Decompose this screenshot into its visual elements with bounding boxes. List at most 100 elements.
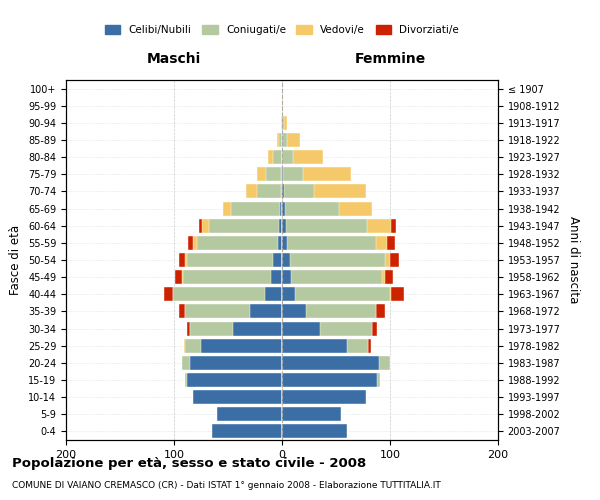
Bar <box>282 218 391 232</box>
Bar <box>265 288 282 302</box>
Bar <box>282 270 290 284</box>
Bar <box>282 184 366 198</box>
Bar <box>282 390 366 404</box>
Bar <box>282 218 286 232</box>
Bar <box>282 236 376 250</box>
Bar <box>199 218 282 232</box>
Bar <box>282 116 287 130</box>
Bar <box>217 408 282 422</box>
Bar <box>193 390 282 404</box>
Bar <box>185 373 282 387</box>
Bar <box>282 304 385 318</box>
Bar <box>282 304 376 318</box>
Bar <box>282 356 379 370</box>
Bar <box>282 150 323 164</box>
Bar <box>282 288 390 302</box>
Bar <box>277 133 282 147</box>
Bar <box>282 253 290 267</box>
Bar <box>193 390 282 404</box>
Bar <box>282 424 347 438</box>
Bar <box>190 322 282 336</box>
Bar <box>182 270 282 284</box>
Bar <box>281 184 282 198</box>
Bar <box>175 270 282 284</box>
Bar <box>282 373 377 387</box>
Bar <box>185 304 282 318</box>
Bar <box>282 270 382 284</box>
Bar <box>179 253 282 267</box>
Bar <box>282 253 398 267</box>
Bar <box>279 133 282 147</box>
Bar <box>182 356 282 370</box>
Bar <box>231 202 282 215</box>
Bar <box>282 288 295 302</box>
Bar <box>282 338 347 352</box>
Bar <box>282 218 367 232</box>
Bar <box>185 338 282 352</box>
Bar <box>184 338 282 352</box>
Bar <box>282 390 366 404</box>
Bar <box>193 236 282 250</box>
Bar <box>282 424 347 438</box>
Bar <box>282 98 283 112</box>
Bar <box>282 408 341 422</box>
Bar <box>282 184 366 198</box>
Bar <box>282 408 341 422</box>
Bar <box>277 133 282 147</box>
Y-axis label: Fasce di età: Fasce di età <box>10 225 22 295</box>
Bar <box>282 202 339 215</box>
Bar <box>282 322 377 336</box>
Bar <box>190 356 282 370</box>
Bar <box>282 184 314 198</box>
Bar <box>274 253 282 267</box>
Bar <box>187 322 282 336</box>
Bar <box>282 338 371 352</box>
Bar <box>212 424 282 438</box>
Bar <box>257 168 282 181</box>
Bar <box>282 150 293 164</box>
Bar <box>282 236 387 250</box>
Bar <box>197 236 282 250</box>
Bar <box>247 184 282 198</box>
Bar <box>282 338 368 352</box>
Text: Maschi: Maschi <box>147 52 201 66</box>
Legend: Celibi/Nubili, Coniugati/e, Vedovi/e, Divorziati/e: Celibi/Nubili, Coniugati/e, Vedovi/e, Di… <box>101 20 463 39</box>
Bar <box>209 218 282 232</box>
Bar <box>185 304 282 318</box>
Bar <box>282 236 287 250</box>
Bar <box>282 133 301 147</box>
Bar <box>282 184 284 198</box>
Bar <box>282 390 366 404</box>
Bar <box>271 270 282 284</box>
Bar <box>202 218 282 232</box>
Bar <box>193 390 282 404</box>
Bar <box>280 202 282 215</box>
Bar <box>282 202 371 215</box>
Bar <box>282 218 397 232</box>
Bar <box>282 304 376 318</box>
Bar <box>279 218 282 232</box>
Bar <box>212 424 282 438</box>
Bar <box>185 253 282 267</box>
Bar <box>282 168 302 181</box>
Bar <box>217 408 282 422</box>
Bar <box>282 253 385 267</box>
Bar <box>182 270 282 284</box>
Bar <box>282 116 287 130</box>
Bar <box>187 253 282 267</box>
Text: Femmine: Femmine <box>355 52 425 66</box>
Text: COMUNE DI VAIANO CREMASCO (CR) - Dati ISTAT 1° gennaio 2008 - Elaborazione TUTTI: COMUNE DI VAIANO CREMASCO (CR) - Dati IS… <box>12 481 441 490</box>
Bar <box>212 424 282 438</box>
Bar <box>185 373 282 387</box>
Y-axis label: Anni di nascita: Anni di nascita <box>567 216 580 304</box>
Bar <box>281 116 282 130</box>
Bar <box>282 356 390 370</box>
Bar <box>282 288 404 302</box>
Bar <box>282 408 341 422</box>
Bar <box>268 150 282 164</box>
Bar <box>282 202 371 215</box>
Bar <box>282 236 395 250</box>
Bar <box>274 150 282 164</box>
Bar <box>212 424 282 438</box>
Bar <box>282 356 390 370</box>
